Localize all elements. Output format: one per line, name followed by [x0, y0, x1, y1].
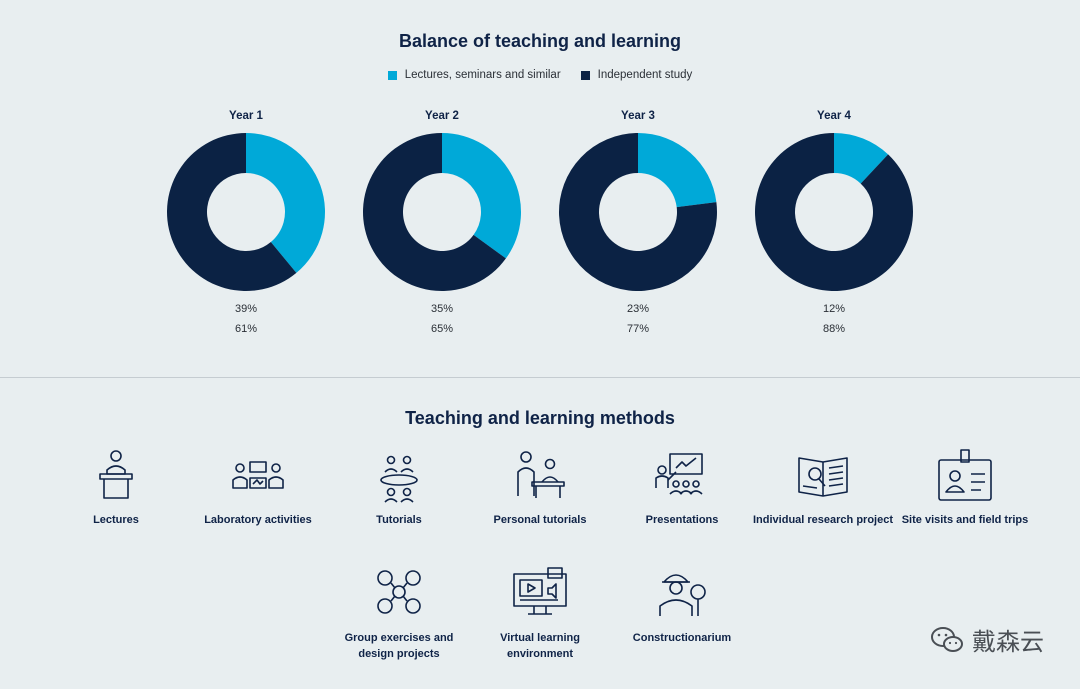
hard-hat-worker-icon — [659, 574, 706, 616]
method-tutorials: Tutorials — [329, 448, 469, 528]
donut-svg — [167, 133, 913, 291]
donut-slice-year4-lectures — [834, 133, 889, 184]
method-laboratory: Laboratory activities — [188, 448, 328, 528]
method-group-exercises: Group exercises and design projects — [329, 566, 469, 662]
legend-item-independent: Independent study — [580, 69, 693, 81]
research-book-icon — [798, 457, 848, 497]
legend-swatch-independent — [580, 70, 590, 80]
method-site-visits: Site visits and field trips — [895, 448, 1035, 528]
id-badge-icon — [938, 449, 992, 501]
donut-slice-year3-independent — [559, 133, 717, 291]
chart-legend: Lectures, seminars and similar Independe… — [0, 69, 1080, 81]
method-research: Individual research project — [753, 448, 893, 528]
lectern-icon — [99, 450, 133, 499]
method-label: Constructionarium — [632, 632, 732, 644]
method-label: Personal tutorials — [493, 514, 587, 526]
year-label-4: Year 4 — [817, 110, 851, 122]
wechat-icon — [931, 626, 963, 652]
donut-slice-year1-lectures — [246, 133, 325, 273]
monitor-video-icon — [513, 567, 567, 615]
method-label: Lectures — [93, 514, 139, 526]
legend-swatch-lectures — [387, 70, 397, 80]
donut-charts: Year 1 39% 61% Year 2 35% 65% Year 3 23% 77% Year… — [167, 110, 913, 335]
chart-title: Balance of teaching and learning — [398, 31, 682, 51]
method-label: Site visits and field trips — [901, 514, 1029, 526]
year-label-1: Year 1 — [229, 110, 263, 122]
method-label: Group exercises and design projects — [344, 632, 454, 660]
methods-title: Teaching and learning methods — [405, 408, 675, 428]
method-label: Individual research project — [753, 514, 893, 526]
watermark: 戴森云 — [930, 622, 1044, 657]
pct-label-year3-independent: 77% — [626, 323, 650, 335]
legend-label-lectures: Lectures, seminars and similar — [404, 69, 561, 81]
donut-slice-year4-independent — [755, 133, 913, 291]
method-presentations: Presentations — [612, 448, 752, 528]
year-label-3: Year 3 — [621, 110, 655, 122]
method-lectures: Lectures — [46, 448, 186, 528]
method-virtual-learning: Virtual learning environment — [470, 566, 610, 662]
section-divider — [0, 377, 1080, 378]
legend-label-independent: Independent study — [597, 69, 693, 81]
pct-label-year1-lectures: 39% — [234, 303, 258, 315]
presentation-icon — [655, 453, 703, 495]
pct-label-year2-lectures: 35% — [430, 303, 454, 315]
pct-label-year3-lectures: 23% — [626, 303, 650, 315]
year-label-2: Year 2 — [425, 110, 459, 122]
pct-label-year1-independent: 61% — [234, 323, 258, 335]
donut-slice-year3-lectures — [638, 133, 717, 208]
group-network-icon — [377, 570, 421, 614]
legend-item-lectures: Lectures, seminars and similar — [387, 69, 561, 81]
method-label: Virtual learning environment — [500, 632, 580, 660]
method-label: Tutorials — [376, 514, 422, 526]
method-label: Laboratory activities — [204, 514, 312, 526]
donut-slice-year2-independent — [363, 133, 506, 291]
method-label: Presentations — [645, 514, 719, 526]
pct-label-year2-independent: 65% — [430, 323, 454, 335]
method-constructionarium: Constructionarium — [612, 566, 752, 646]
watermark-text: 戴森云 — [972, 629, 1044, 656]
pct-label-year4-lectures: 12% — [822, 303, 846, 315]
method-personal-tutorials: Personal tutorials — [470, 448, 610, 528]
donut-slice-year1-independent — [167, 133, 297, 291]
pct-label-year4-independent: 88% — [822, 323, 846, 335]
donut-slice-year2-lectures — [442, 133, 521, 259]
personal-tutorial-icon — [517, 451, 565, 498]
tutorial-group-icon — [380, 455, 418, 503]
laboratory-icon — [232, 461, 284, 489]
